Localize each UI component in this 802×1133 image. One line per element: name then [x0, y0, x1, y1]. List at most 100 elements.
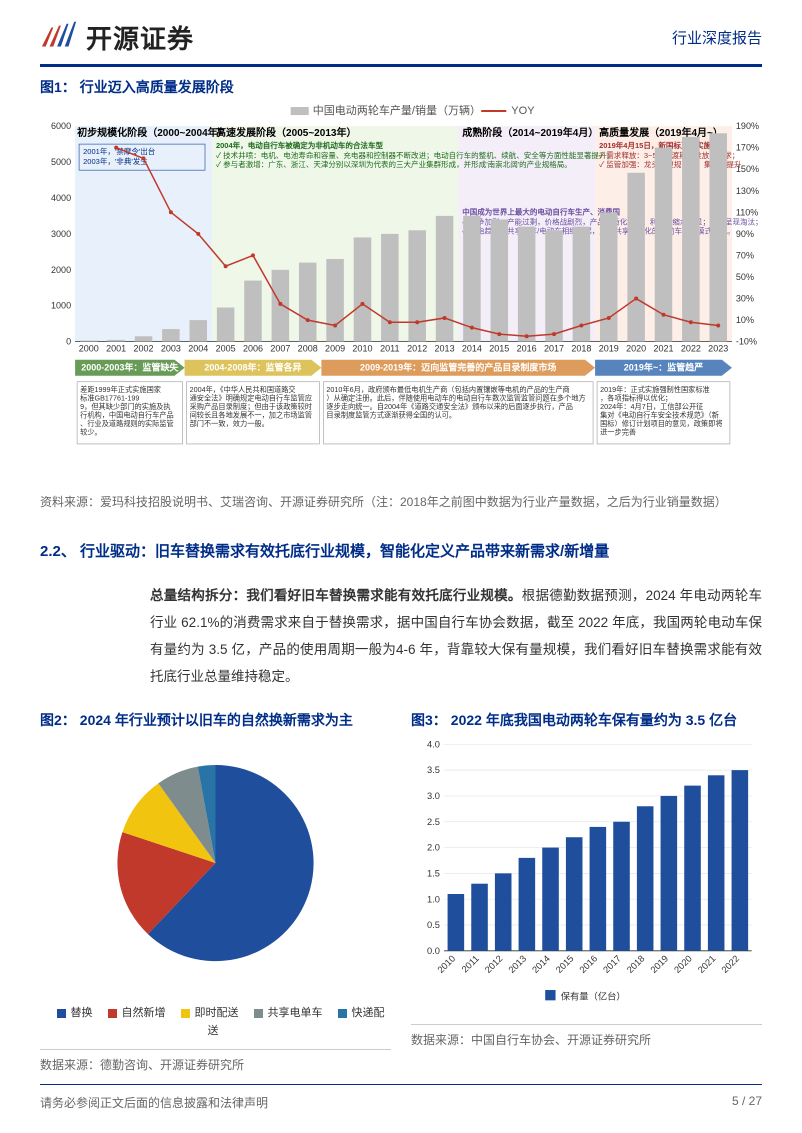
svg-text:2011: 2011 — [460, 953, 481, 974]
svg-text:目录制度监管方式逐渐获得全国的认可。: 目录制度监管方式逐渐获得全国的认可。 — [326, 410, 456, 419]
svg-text:2007: 2007 — [270, 344, 290, 354]
svg-text:2002: 2002 — [133, 344, 153, 354]
svg-text:2004年，电动自行车被确定为非机动车的合法车型: 2004年，电动自行车被确定为非机动车的合法车型 — [216, 140, 384, 150]
svg-text:2021: 2021 — [653, 344, 673, 354]
svg-text:30%: 30% — [736, 294, 754, 304]
svg-text:1.0: 1.0 — [427, 894, 440, 904]
svg-text:2009: 2009 — [325, 344, 345, 354]
footer: 请务必参阅正文后面的信息披露和法律声明 5 / 27 — [40, 1094, 762, 1111]
fig1-svg: 中国电动两轮车产量/销量（万辆）YOY初步规模化阶段（2000~2004年）高速… — [40, 101, 762, 482]
svg-text:130%: 130% — [736, 186, 759, 196]
para-bold: 总量结构拆分：我们看好旧车替换需求能有效托底行业规模。 — [150, 588, 522, 603]
svg-text:2004: 2004 — [188, 344, 208, 354]
fig2-pie — [40, 734, 391, 992]
svg-text:2022: 2022 — [681, 344, 701, 354]
svg-text:2020: 2020 — [672, 953, 694, 975]
svg-text:2.0: 2.0 — [427, 843, 440, 853]
svg-text:初步规模化阶段（2000~2004年）: 初步规模化阶段（2000~2004年） — [77, 126, 228, 139]
svg-text:2013: 2013 — [435, 344, 455, 354]
svg-text:0: 0 — [66, 337, 71, 347]
svg-text:2016: 2016 — [517, 344, 537, 354]
svg-text:中国成为世界上最大的电动自行车生产、消费国: 中国成为世界上最大的电动自行车生产、消费国 — [462, 206, 620, 216]
svg-text:2016: 2016 — [578, 953, 600, 975]
fig3-title: 图3：2022 年底我国电动两轮车保有量约为 3.5 亿台 — [411, 710, 762, 730]
svg-text:部门不一致，效力一般。: 部门不一致，效力一般。 — [190, 419, 269, 428]
svg-text:进一步完善: 进一步完善 — [600, 427, 636, 436]
svg-text:1.5: 1.5 — [427, 869, 440, 879]
svg-text:-10%: -10% — [736, 337, 757, 347]
svg-text:4.0: 4.0 — [427, 739, 440, 749]
svg-text:3.5: 3.5 — [427, 765, 440, 775]
fig3-title-text: 2022 年底我国电动两轮车保有量约为 3.5 亿台 — [451, 712, 737, 728]
svg-text:2022: 2022 — [720, 953, 742, 975]
svg-text:中国电动两轮车产量/销量（万辆）: 中国电动两轮车产量/销量（万辆） — [313, 103, 481, 117]
svg-text:90%: 90% — [736, 229, 754, 239]
svg-text:2.5: 2.5 — [427, 817, 440, 827]
svg-text:2013: 2013 — [507, 953, 529, 975]
fig2-title: 图2：2024 年行业预计以旧车的自然换新需求为主 — [40, 710, 391, 730]
fig2-legend: 替换自然新增即时配送共享电单车快递配送 — [40, 1003, 391, 1039]
svg-text:2015: 2015 — [489, 344, 509, 354]
svg-text:2006: 2006 — [243, 344, 263, 354]
svg-text:2021: 2021 — [696, 953, 718, 975]
svg-text:2017: 2017 — [601, 953, 623, 975]
fig3-source: 数据来源：中国自行车协会、开源证券研究所 — [411, 1024, 762, 1048]
svg-text:高质量发展（2019年4月~）: 高质量发展（2019年4月~） — [599, 126, 723, 139]
svg-text:6000: 6000 — [51, 121, 71, 131]
svg-text:190%: 190% — [736, 121, 759, 131]
svg-text:2023: 2023 — [708, 344, 728, 354]
svg-text:4000: 4000 — [51, 193, 71, 203]
svg-text:2017: 2017 — [544, 344, 564, 354]
svg-text:较少。: 较少。 — [80, 427, 102, 436]
svg-text:2003: 2003 — [161, 344, 181, 354]
fig1-title: 图1：行业迈入高质量发展阶段 — [40, 77, 762, 97]
svg-text:50%: 50% — [736, 272, 754, 282]
fig2-title-text: 2024 年行业预计以旧车的自然换新需求为主 — [80, 712, 353, 728]
fig1-chart: 中国电动两轮车产量/销量（万辆）YOY初步规模化阶段（2000~2004年）高速… — [40, 101, 762, 487]
fig3-prefix: 图3： — [411, 712, 447, 728]
fig1-source: 资料来源：爱玛科技招股说明书、艾瑞咨询、开源证券研究所（注：2018年之前图中数… — [40, 493, 762, 510]
fig2-block: 图2：2024 年行业预计以旧车的自然换新需求为主 替换自然新增即时配送共享电单… — [40, 710, 391, 1073]
svg-text:2009-2019年：迈向监管完善的产品目录制度市场: 2009-2019年：迈向监管完善的产品目录制度市场 — [360, 362, 556, 373]
svg-text:70%: 70% — [736, 250, 754, 260]
svg-text:2000: 2000 — [51, 265, 71, 275]
svg-text:2000: 2000 — [79, 344, 99, 354]
fig1-title-text: 行业迈入高质量发展阶段 — [80, 79, 234, 95]
footer-page: 5 / 27 — [732, 1094, 762, 1111]
svg-text:10%: 10% — [736, 315, 754, 325]
svg-text:成熟阶段（2014~2019年4月）: 成熟阶段（2014~2019年4月） — [462, 126, 598, 139]
svg-text:3.0: 3.0 — [427, 791, 440, 801]
svg-text:2019: 2019 — [599, 344, 619, 354]
svg-text:2015: 2015 — [554, 953, 576, 975]
svg-text:2012: 2012 — [483, 953, 505, 975]
svg-text:3000: 3000 — [51, 229, 71, 239]
svg-text:2010: 2010 — [352, 344, 372, 354]
svg-text:5000: 5000 — [51, 157, 71, 167]
svg-text:2008: 2008 — [298, 344, 318, 354]
fig3-bar: 0.00.51.01.52.02.53.03.54.02010201120122… — [411, 734, 762, 1013]
doc-type: 行业深度报告 — [672, 27, 762, 48]
fig3-block: 图3：2022 年底我国电动两轮车保有量约为 3.5 亿台 0.0 0.5 1.0 1… — [411, 710, 762, 1073]
svg-text:0.5: 0.5 — [427, 920, 440, 930]
svg-text:2020: 2020 — [626, 344, 646, 354]
fig1-prefix: 图1： — [40, 79, 76, 95]
svg-text:2000-2003年：监管缺失: 2000-2003年：监管缺失 — [81, 362, 179, 373]
svg-text:2019年~：监管趋严: 2019年~：监管趋严 — [624, 362, 703, 373]
header: 开源证券 行业深度报告 — [0, 0, 802, 64]
svg-text:1000: 1000 — [51, 301, 71, 311]
svg-text:保有量（亿台）: 保有量（亿台） — [561, 990, 626, 1001]
svg-text:2014: 2014 — [462, 344, 482, 354]
svg-text:2018: 2018 — [625, 953, 647, 975]
svg-text:2012: 2012 — [407, 344, 427, 354]
svg-text:0.0: 0.0 — [427, 946, 440, 956]
fig2-source: 数据来源：德勤咨询、开源证券研究所 — [40, 1049, 391, 1073]
svg-text:170%: 170% — [736, 143, 759, 153]
svg-text:110%: 110% — [736, 207, 758, 217]
svg-text:2003年，'非典'发生: 2003年，'非典'发生 — [83, 156, 148, 166]
section-2-2-heading: 2.2、 行业驱动：旧车替换需求有效托底行业规模，智能化定义产品带来新需求/新增… — [40, 540, 762, 564]
logo-text: 开源证券 — [86, 19, 194, 56]
svg-text:2014: 2014 — [530, 953, 552, 975]
footer-disclaimer: 请务必参阅正文后面的信息披露和法律声明 — [40, 1094, 268, 1111]
logo: 开源证券 — [40, 18, 194, 56]
svg-text:YOY: YOY — [511, 105, 535, 117]
